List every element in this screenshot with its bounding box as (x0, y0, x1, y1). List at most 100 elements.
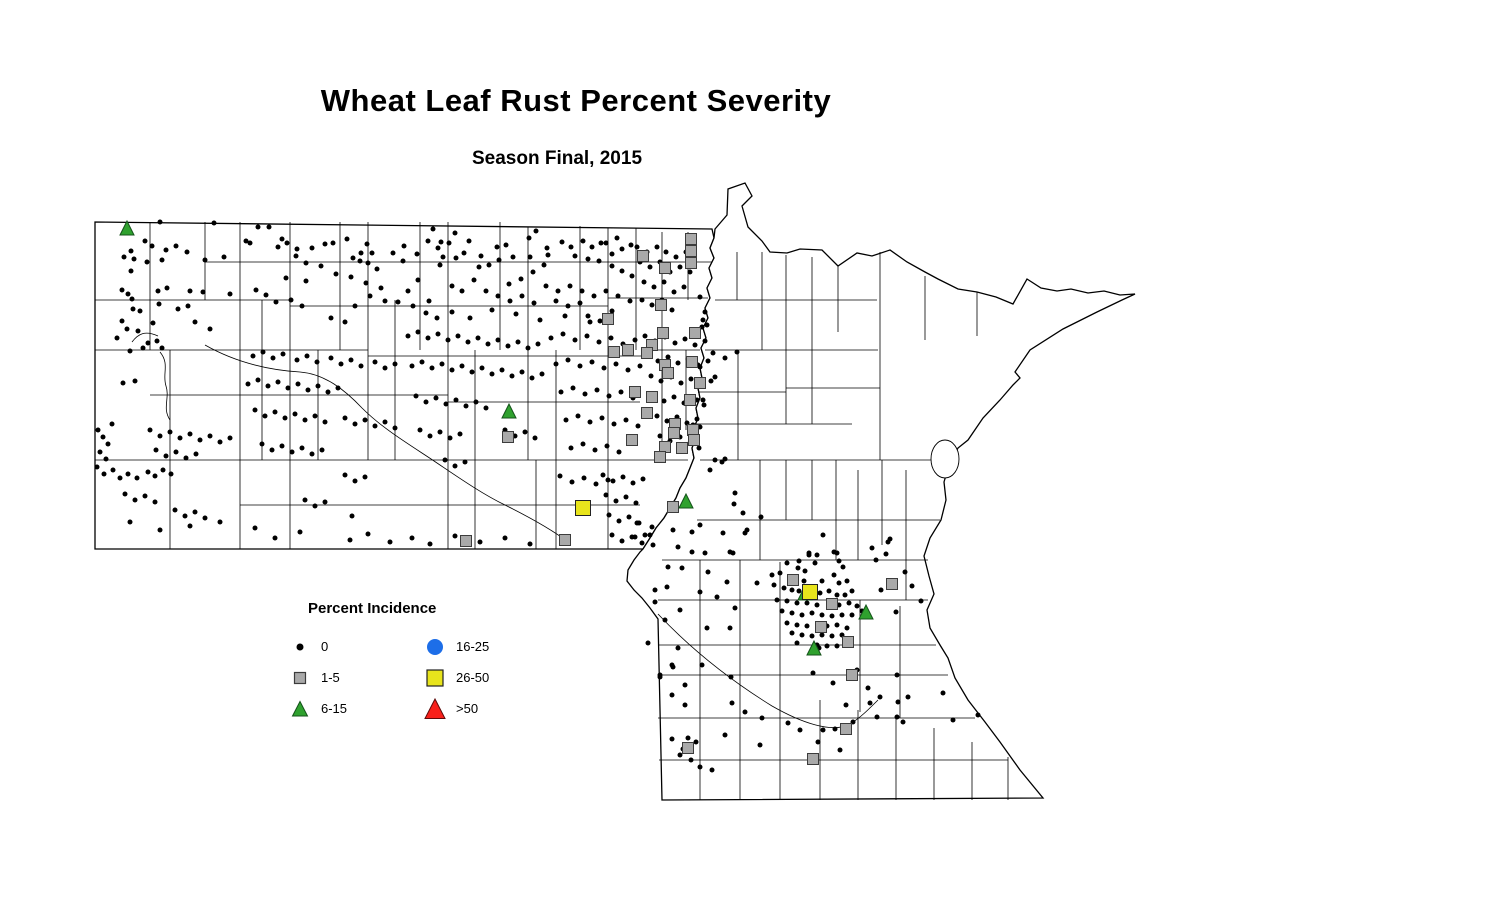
map-marker-1-5 (502, 431, 514, 443)
map-marker-0 (314, 359, 320, 365)
map-marker-0 (843, 702, 849, 708)
map-marker-1-5 (641, 407, 653, 419)
map-marker-0 (142, 493, 148, 499)
map-marker-0 (794, 640, 800, 646)
map-marker-0 (682, 682, 688, 688)
map-marker-0 (789, 587, 795, 593)
map-marker-1-5 (659, 441, 671, 453)
map-marker-0 (613, 361, 619, 367)
map-marker-0 (697, 294, 703, 300)
map-marker-1-5 (886, 578, 898, 590)
map-marker-0 (789, 630, 795, 636)
map-marker-0 (758, 514, 764, 520)
map-marker-0 (577, 300, 583, 306)
map-marker-1-5 (654, 451, 666, 463)
mille-lacs-lake (930, 439, 960, 479)
map-marker-0 (187, 431, 193, 437)
map-marker-0 (333, 271, 339, 277)
green-triangle-icon (291, 699, 309, 716)
map-marker-1-5 (637, 250, 649, 262)
map-marker-0 (392, 425, 398, 431)
map-marker-0 (594, 387, 600, 393)
legend-item-16-25: 16-25 (423, 631, 489, 662)
map-marker-0 (555, 288, 561, 294)
map-marker-0 (893, 609, 899, 615)
map-marker-0 (283, 275, 289, 281)
map-marker-0 (642, 532, 648, 538)
map-marker-0 (124, 326, 130, 332)
map-marker-0 (702, 338, 708, 344)
chart-title: Wheat Leaf Rust Percent Severity (320, 83, 832, 118)
map-marker-0 (598, 240, 604, 246)
map-marker-0 (423, 399, 429, 405)
map-marker-1-5 (689, 327, 701, 339)
map-marker-0 (789, 610, 795, 616)
map-marker-0 (425, 335, 431, 341)
map-marker-0 (584, 333, 590, 339)
map-marker-0 (459, 363, 465, 369)
map-marker-0 (299, 303, 305, 309)
map-marker-0 (409, 535, 415, 541)
map-marker-0 (785, 720, 791, 726)
map-marker-0 (657, 433, 663, 439)
map-marker-0 (369, 250, 375, 256)
map-marker-0 (519, 293, 525, 299)
map-marker-0 (348, 357, 354, 363)
map-marker-0 (794, 622, 800, 628)
map-marker-0 (849, 588, 855, 594)
map-marker-1-5 (655, 299, 667, 311)
map-marker-0 (689, 529, 695, 535)
map-marker-0 (160, 467, 166, 473)
map-marker-0 (687, 269, 693, 275)
map-marker-0 (661, 279, 667, 285)
map-marker-0 (820, 727, 826, 733)
map-marker-0 (692, 342, 698, 348)
map-marker-0 (449, 367, 455, 373)
map-marker-0 (187, 288, 193, 294)
map-marker-0 (382, 298, 388, 304)
map-marker-0 (784, 560, 790, 566)
map-marker-0 (558, 389, 564, 395)
map-marker-0 (710, 350, 716, 356)
map-marker-0 (347, 537, 353, 543)
map-marker-0 (125, 471, 131, 477)
map-marker-0 (630, 480, 636, 486)
map-marker-0 (548, 335, 554, 341)
map-marker-0 (618, 389, 624, 395)
map-marker-0 (900, 719, 906, 725)
map-marker-0 (193, 451, 199, 457)
map-marker-0 (905, 694, 911, 700)
map-marker-0 (449, 283, 455, 289)
map-marker-0 (553, 361, 559, 367)
map-marker-0 (309, 451, 315, 457)
map-marker-26-50 (802, 584, 818, 600)
map-marker-0 (405, 333, 411, 339)
map-marker-0 (796, 558, 802, 564)
map-marker-0 (681, 284, 687, 290)
map-marker-0 (132, 378, 138, 384)
map-marker-0 (125, 291, 131, 297)
map-marker-0 (335, 385, 341, 391)
map-marker-0 (714, 594, 720, 600)
map-marker-0 (255, 224, 261, 230)
map-marker-0 (435, 245, 441, 251)
map-marker-0 (650, 542, 656, 548)
map-marker-1-5 (685, 257, 697, 269)
map-marker-0 (685, 735, 691, 741)
map-marker-0 (100, 434, 106, 440)
map-marker-0 (804, 600, 810, 606)
map-marker-0 (940, 690, 946, 696)
map-marker-0 (608, 335, 614, 341)
legend-label: 6-15 (321, 701, 348, 716)
map-marker-0 (918, 598, 924, 604)
map-marker-0 (207, 433, 213, 439)
map-marker-0 (531, 300, 537, 306)
map-marker-0 (439, 361, 445, 367)
map-marker-0 (462, 459, 468, 465)
map-marker-0 (302, 497, 308, 503)
map-marker-1-5 (687, 424, 699, 436)
map-marker-0 (740, 510, 746, 516)
map-marker-0 (477, 539, 483, 545)
map-marker-0 (182, 513, 188, 519)
map-marker-0 (697, 364, 703, 370)
